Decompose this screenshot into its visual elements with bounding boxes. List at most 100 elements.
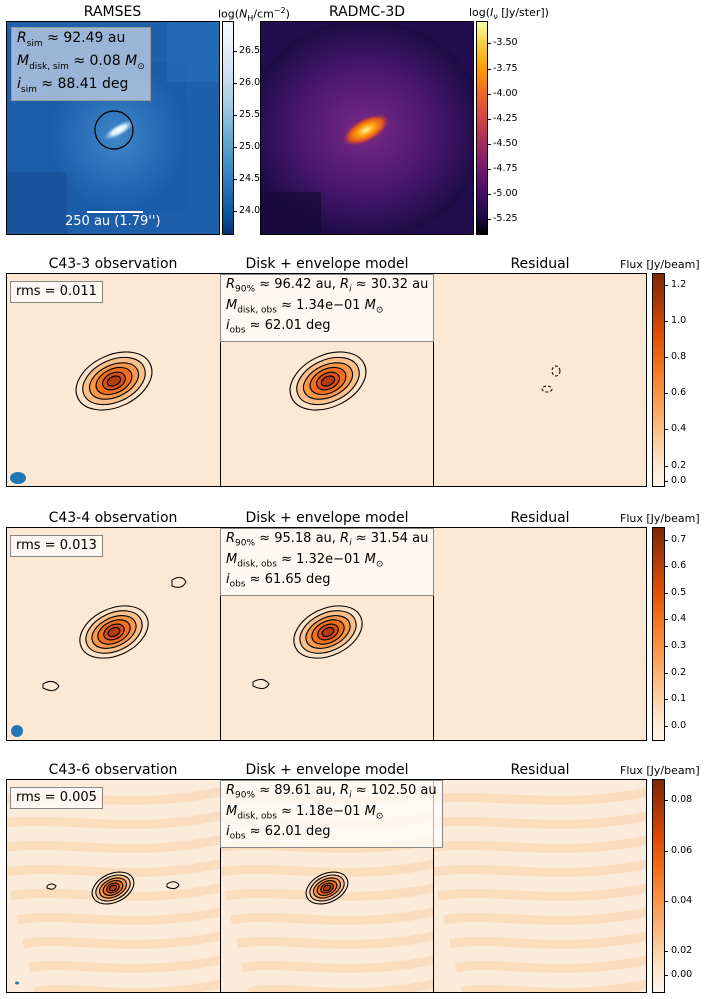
noise-streak [27, 955, 220, 973]
noise-contour [171, 576, 187, 588]
colorbar-tickmark [665, 539, 668, 541]
flux-colorbar [652, 273, 665, 487]
residual-map [434, 528, 647, 741]
colorbar-tick-label: 24.5 [239, 173, 261, 185]
noise-streak [221, 859, 434, 877]
residual-map [541, 365, 561, 393]
colorbar-tickmark [234, 115, 237, 117]
colorbar-tickmark [234, 179, 237, 181]
colorbar-tick-label: -3.50 [493, 37, 518, 49]
obs-title: C43-4 observation [48, 510, 178, 526]
residual-map [434, 787, 646, 992]
colorbar-tickmark [665, 480, 668, 482]
colorbar-tick-label: 26.0 [239, 77, 261, 89]
colorbar-tickmark [665, 699, 668, 701]
residual-panel [433, 527, 647, 741]
disk-radius-circle [94, 110, 134, 150]
noise-contour [252, 678, 270, 690]
colorbar-tick-label: -5.25 [493, 212, 518, 224]
flux-cbar-title: Flux [Jy/beam] [620, 258, 700, 271]
ramses-info-box: Rsim ≈ 92.49 au Mdisk, sim ≈ 0.08 M⊙ isi… [11, 27, 151, 102]
flux-colorbar [652, 527, 665, 741]
colorbar-tickmark [665, 951, 668, 953]
noise-streak [7, 859, 220, 877]
noise-streak [454, 955, 646, 973]
colorbar-tick-label: -4.00 [493, 87, 518, 99]
colorbar-tickmark [665, 429, 668, 431]
ramses-colorbar [222, 21, 234, 235]
colorbar-tickmark [488, 43, 491, 45]
noise-contour [42, 680, 60, 692]
scale-bar-label: 250 au (1.79'') [65, 214, 161, 229]
noise-streak [434, 787, 646, 805]
rms-box: rms = 0.005 [10, 787, 103, 809]
residual-contour [541, 385, 553, 393]
colorbar-tickmark [665, 800, 668, 802]
noise-streak [247, 979, 434, 992]
noise-contour [46, 883, 57, 890]
colorbar-tickmark [234, 50, 237, 52]
colorbar-tick-label: 0.6 [671, 387, 687, 399]
colorbar-tickmark [665, 900, 668, 902]
fit-param-mass: Mdisk, obs ≈ 1.34e−01 M⊙ [226, 297, 384, 316]
colorbar-tickmark [665, 357, 668, 359]
model-title: Disk + envelope model [245, 510, 409, 526]
colorbar-tick-label: -3.75 [493, 62, 518, 74]
colorbar-tick-label: 0.08 [671, 794, 693, 806]
noise-streak [449, 931, 646, 949]
radmc-panel [260, 21, 474, 235]
ramses-title: RAMSES [83, 4, 142, 20]
colorbar-tickmark [488, 168, 491, 170]
colorbar-tickmark [665, 320, 668, 322]
contour-level [106, 375, 122, 387]
colorbar-tick-label: 0.4 [671, 423, 687, 435]
noise-streak [236, 931, 434, 949]
colorbar-tick-label: 1.2 [671, 278, 687, 290]
colorbar-tick-label: -5.00 [493, 187, 518, 199]
colorbar-tickmark [488, 118, 491, 120]
colorbar-tick-label: 0.0 [671, 474, 687, 486]
colorbar-tick-label: 0.06 [671, 844, 693, 856]
colorbar-tick-label: 0.04 [671, 894, 693, 906]
colorbar-tickmark [234, 83, 237, 85]
colorbar-tickmark [665, 850, 668, 852]
colorbar-tick-label: 0.2 [671, 666, 687, 678]
colorbar-tickmark [665, 619, 668, 621]
residual-contour [551, 365, 561, 377]
colorbar-tickmark [488, 143, 491, 145]
noise-streak [434, 835, 646, 853]
noise-streak [434, 859, 646, 877]
colorbar-tick-label: 24.0 [239, 205, 261, 217]
contour-level [322, 884, 332, 892]
obs-title: C43-3 observation [48, 256, 178, 272]
noise-streak [33, 979, 220, 992]
flux-cbar-title: Flux [Jy/beam] [620, 764, 700, 777]
rms-box: rms = 0.011 [10, 281, 103, 303]
contour-level [321, 626, 335, 638]
fit-param-radius: R90% ≈ 95.18 au, Ri ≈ 31.54 au [226, 531, 429, 549]
colorbar-tick-label: 0.4 [671, 613, 687, 625]
noise-streak [241, 955, 434, 973]
colorbar-tickmark [488, 68, 491, 70]
flux-map [7, 787, 220, 992]
colorbar-tickmark [488, 218, 491, 220]
colorbar-tick-label: 0.8 [671, 351, 687, 363]
model-title: Disk + envelope model [245, 762, 409, 778]
contour-level [320, 375, 336, 387]
residual-panel [433, 273, 647, 487]
noise-streak [443, 907, 646, 925]
colorbar-tick-label: 0.6 [671, 560, 687, 572]
ramses-image [7, 22, 219, 234]
obs-panel [6, 779, 221, 993]
flux-map [11, 576, 187, 737]
obs-panel [6, 273, 221, 487]
colorbar-tick-label: 25.0 [239, 141, 261, 153]
rms-box: rms = 0.013 [10, 535, 103, 557]
flux-colorbar [652, 779, 665, 993]
radmc-colorbar [476, 21, 488, 235]
flux-map [10, 351, 153, 484]
fit-param-inclination: iobs ≈ 62.01 deg [226, 824, 331, 842]
residual-title: Residual [510, 256, 570, 272]
radmc-title: RADMC-3D [328, 4, 406, 20]
contour-level [107, 626, 121, 638]
